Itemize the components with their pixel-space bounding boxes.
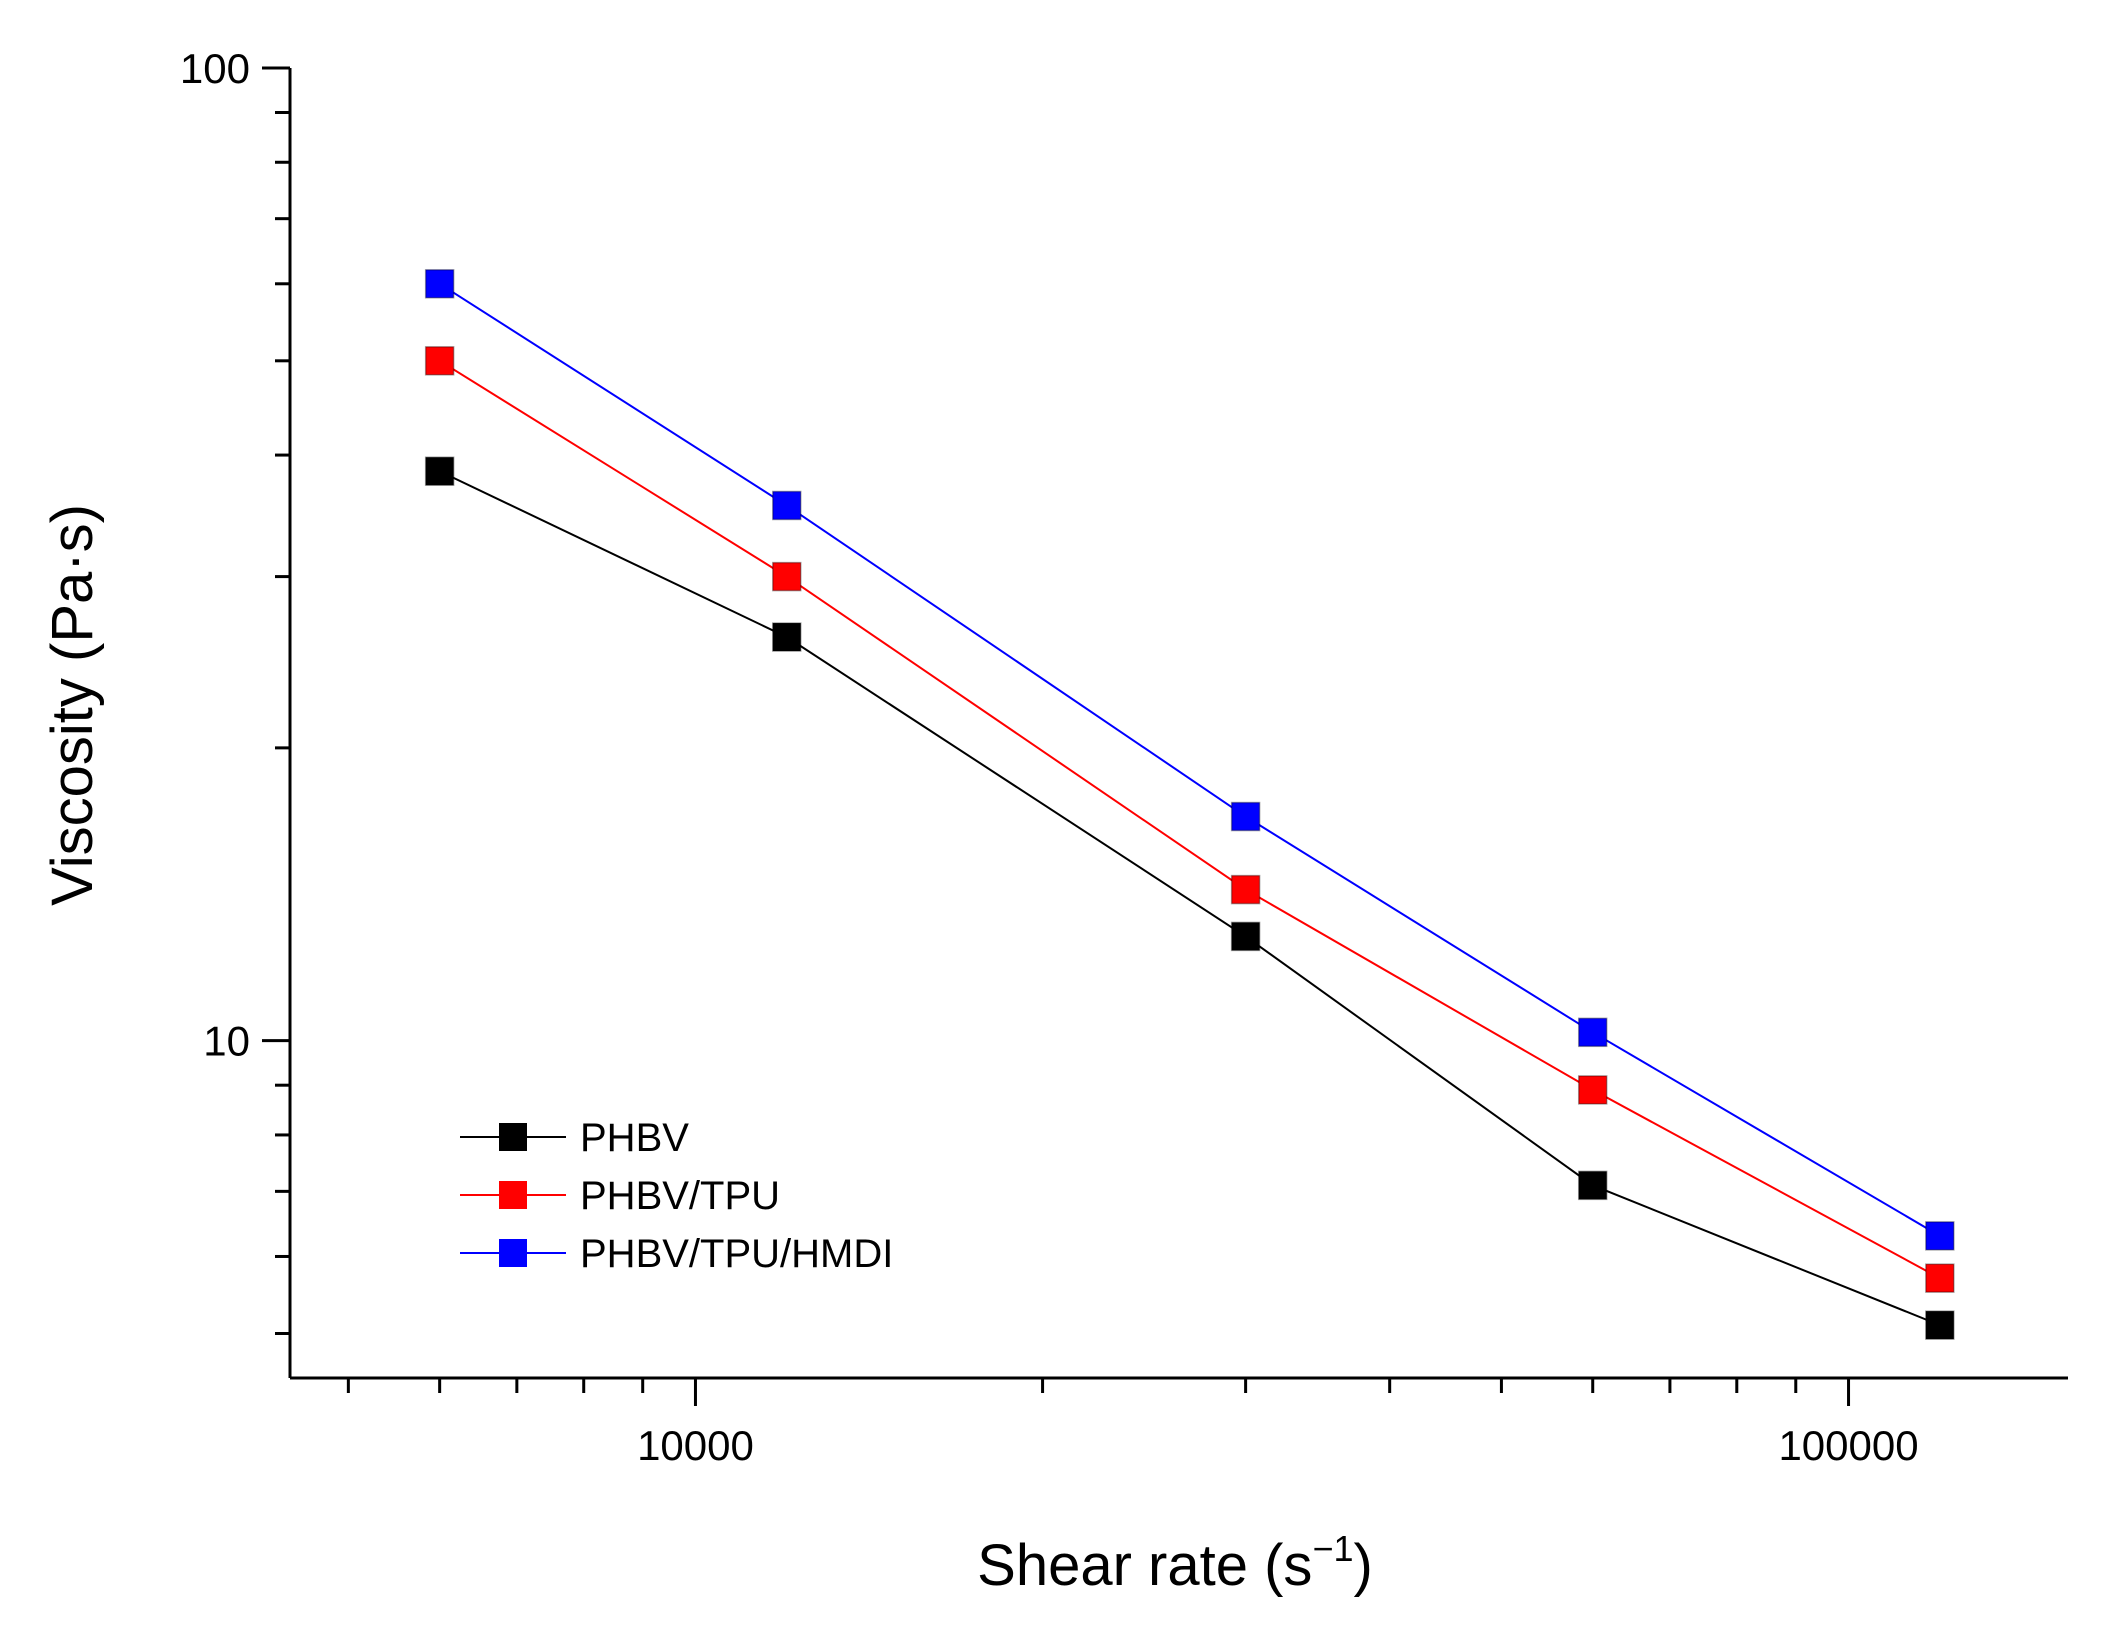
legend-marker [499, 1123, 527, 1151]
data-point [772, 490, 802, 521]
data-point [1577, 1075, 1608, 1105]
series-line-phbv-tpu-hmdi [439, 282, 1941, 1237]
series-phbv [424, 456, 1955, 1340]
axis-ticks: 10000 100000 10 100 [180, 45, 1919, 1469]
series-phbv-tpu-hmdi [424, 269, 1955, 1251]
data-point [1925, 1221, 1955, 1251]
data-point [424, 269, 455, 299]
y-tick-label: 10 [203, 1018, 250, 1065]
legend-item-phbv-tpu-hmdi: PHBV/TPU/HMDI [460, 1232, 893, 1276]
legend-marker [499, 1239, 527, 1267]
data-point [1230, 801, 1261, 832]
x-axis-title: Shear rate (s−1) [977, 1528, 1373, 1598]
legend-item-phbv: PHBV [460, 1116, 689, 1160]
data-point [424, 456, 455, 486]
legend: PHBV PHBV/TPU PHBV/TPU/HMDI [460, 1116, 893, 1276]
data-point [424, 346, 455, 376]
x-tick-label: 100000 [1778, 1422, 1918, 1469]
data-point [1577, 1017, 1608, 1048]
legend-label: PHBV/TPU [580, 1174, 780, 1218]
data-point [1925, 1310, 1955, 1340]
data-point [1230, 874, 1261, 905]
x-tick-label: 10000 [637, 1422, 754, 1469]
legend-label: PHBV [580, 1116, 689, 1160]
data-point [772, 622, 802, 652]
data-point [1230, 921, 1261, 952]
y-tick-label: 100 [180, 45, 250, 92]
y-axis-title: Viscosity (Pa·s) [40, 504, 105, 906]
legend-label: PHBV/TPU/HMDI [580, 1232, 893, 1276]
series-group [424, 269, 1955, 1340]
data-point [1925, 1263, 1955, 1293]
data-point [772, 561, 802, 592]
axes [288, 68, 2068, 1380]
series-phbv-tpu [424, 346, 1955, 1293]
data-point [1577, 1170, 1608, 1201]
legend-marker [499, 1181, 527, 1209]
legend-item-phbv-tpu: PHBV/TPU [460, 1174, 780, 1218]
